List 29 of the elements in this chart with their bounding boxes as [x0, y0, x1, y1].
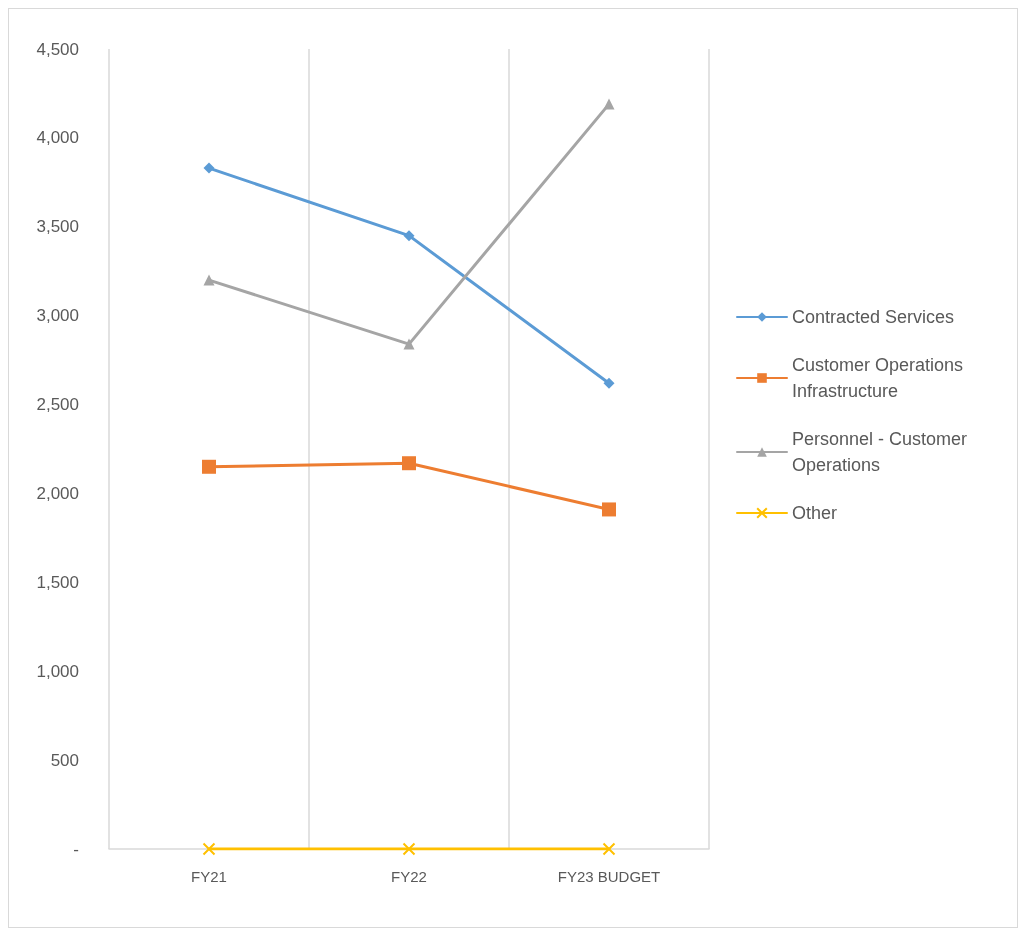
y-tick-label: -: [73, 839, 79, 859]
point: [403, 230, 415, 242]
point: [603, 98, 615, 110]
point: [203, 274, 215, 286]
point: [602, 502, 616, 517]
y-tick-label: 2,000: [36, 483, 79, 503]
point: [202, 459, 216, 474]
y-tick-label: 1,500: [36, 572, 79, 592]
x-tick-label: FY21: [191, 868, 227, 885]
y-tick-label: 1,000: [36, 661, 79, 681]
point: [203, 162, 215, 174]
y-tick-label: 4,500: [36, 39, 79, 59]
point: [202, 842, 216, 856]
legend-label: Personnel - Customer Operations: [792, 429, 973, 475]
x-tick-label: FY23 BUDGET: [557, 868, 661, 885]
legend-label: Other: [792, 503, 838, 523]
y-tick-label: 3,000: [36, 306, 79, 326]
y-tick-label: 4,000: [36, 128, 79, 148]
y-tick-label: 2,500: [36, 395, 79, 415]
point: [402, 456, 416, 471]
legend-label: Contracted Services: [792, 307, 955, 327]
y-tick-label: 3,500: [36, 217, 79, 237]
y-tick-label: 500: [50, 750, 79, 770]
point: [602, 842, 616, 856]
point: [603, 377, 615, 389]
legend-label: Customer Operations Infrastructure: [792, 355, 969, 401]
point: [402, 842, 416, 856]
x-tick-label: FY22: [391, 868, 427, 885]
point: [403, 338, 415, 350]
